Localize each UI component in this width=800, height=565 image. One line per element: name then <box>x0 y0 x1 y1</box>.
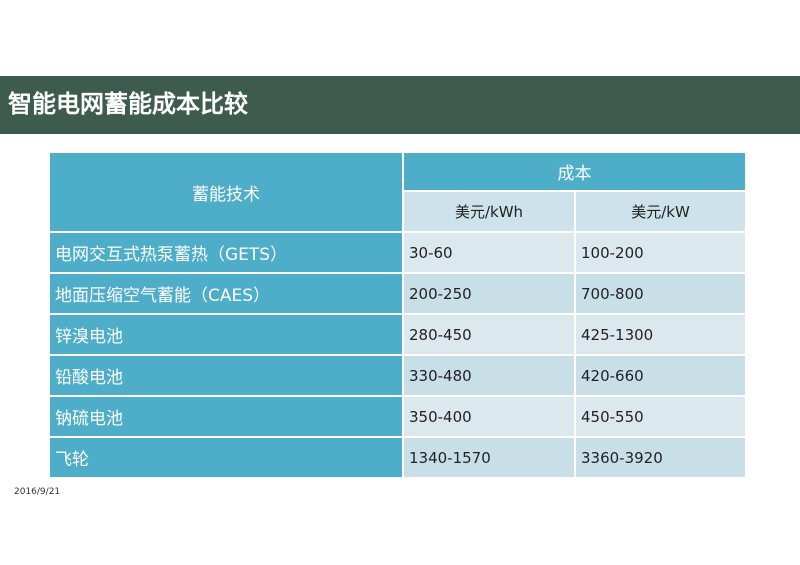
cost-kwh-cell: 350-400 <box>402 395 576 438</box>
table-row: 锌溴电池 280-450 425-1300 <box>48 313 747 356</box>
unit-header-kw: 美元/kW <box>574 190 747 233</box>
cost-kw-cell: 425-1300 <box>574 313 747 356</box>
title-band: 智能电网蓄能成本比较 <box>0 76 800 134</box>
cost-kwh-cell: 330-480 <box>402 354 576 397</box>
cost-column-header: 成本 <box>402 151 747 192</box>
cost-comparison-table: 蓄能技术 成本 美元/kWh 美元/kW 电网交互式热泵蓄热（GETS） 30-… <box>48 151 747 479</box>
tech-column-header: 蓄能技术 <box>48 151 404 233</box>
table-row: 飞轮 1340-1570 3360-3920 <box>48 436 747 479</box>
cost-kw-cell: 420-660 <box>574 354 747 397</box>
slide-title: 智能电网蓄能成本比较 <box>8 90 248 118</box>
cost-kwh-cell: 280-450 <box>402 313 576 356</box>
cost-kwh-cell: 30-60 <box>402 231 576 274</box>
table-row: 钠硫电池 350-400 450-550 <box>48 395 747 438</box>
cost-kw-cell: 450-550 <box>574 395 747 438</box>
tech-name-cell: 钠硫电池 <box>48 395 404 438</box>
cost-kw-cell: 100-200 <box>574 231 747 274</box>
unit-row: 美元/kWh 美元/kW <box>49 190 747 233</box>
table-row: 电网交互式热泵蓄热（GETS） 30-60 100-200 <box>48 231 747 274</box>
table-row: 地面压缩空气蓄能（CAES） 200-250 700-800 <box>48 272 747 315</box>
tech-name-cell: 地面压缩空气蓄能（CAES） <box>48 272 404 315</box>
cost-kwh-cell: 1340-1570 <box>402 436 576 479</box>
unit-header-kwh: 美元/kWh <box>402 190 576 233</box>
tech-name-cell: 电网交互式热泵蓄热（GETS） <box>48 231 404 274</box>
tech-name-cell: 铅酸电池 <box>48 354 404 397</box>
tech-name-cell: 锌溴电池 <box>48 313 404 356</box>
cost-kw-cell: 3360-3920 <box>574 436 747 479</box>
cost-kw-cell: 700-800 <box>574 272 747 315</box>
header-row: 蓄能技术 成本 <box>48 151 747 233</box>
slide-date: 2016/9/21 <box>14 487 61 497</box>
tech-name-cell: 飞轮 <box>48 436 404 479</box>
table-row: 铅酸电池 330-480 420-660 <box>48 354 747 397</box>
cost-kwh-cell: 200-250 <box>402 272 576 315</box>
